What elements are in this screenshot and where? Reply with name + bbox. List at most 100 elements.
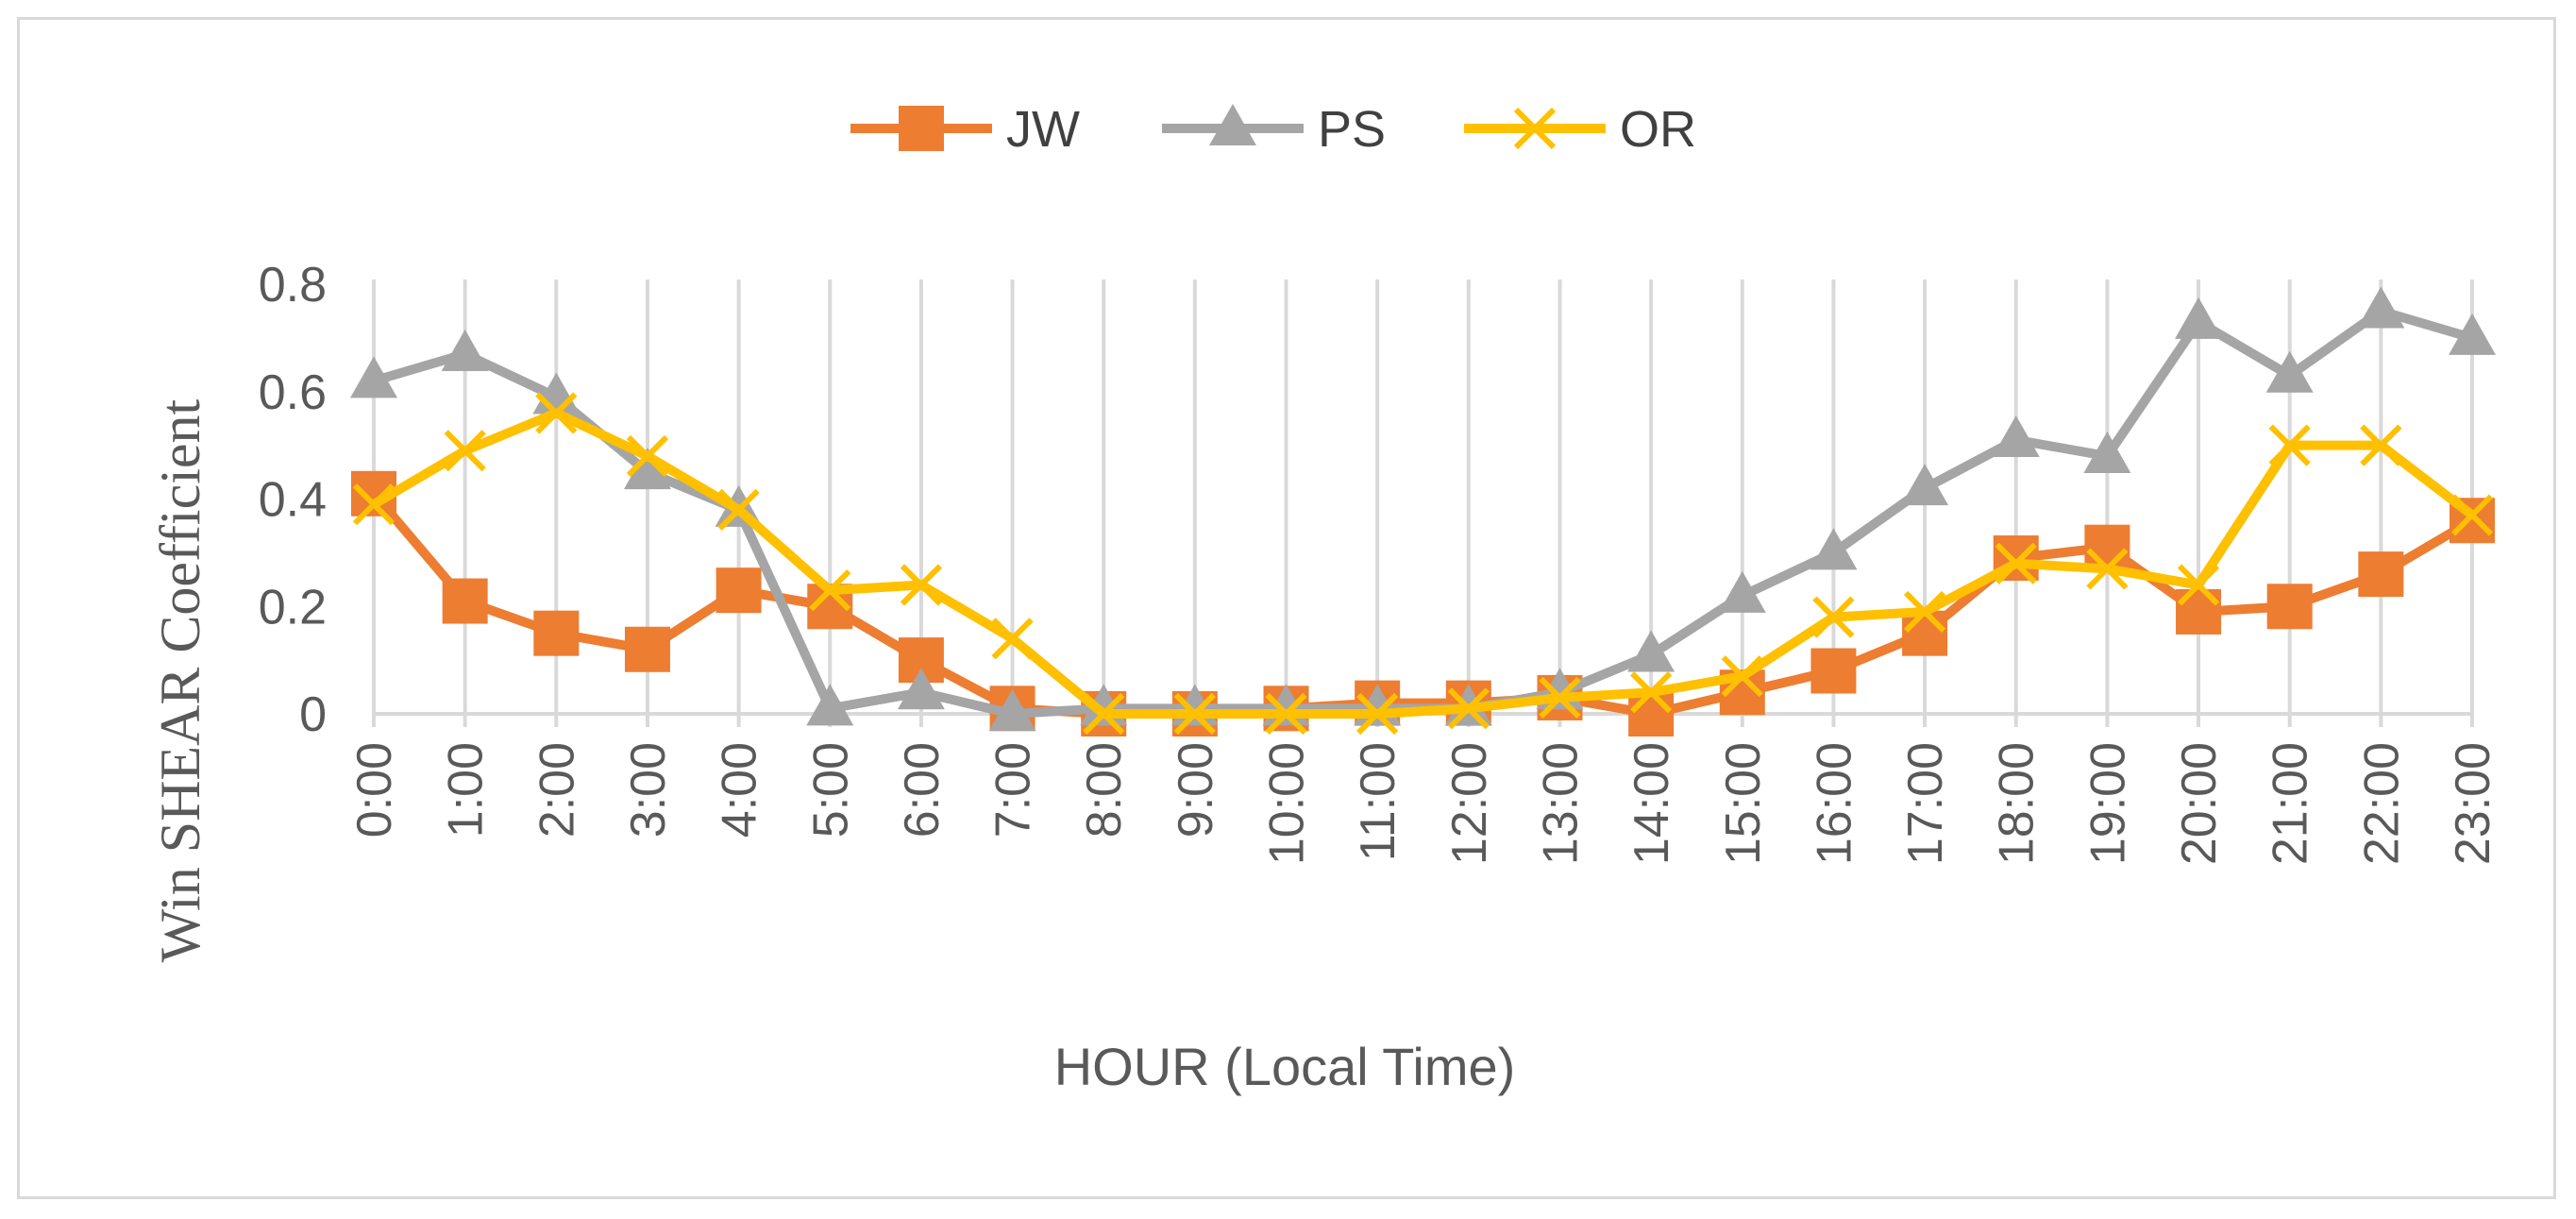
marker-jw [2176,588,2222,635]
marker-or [1539,676,1581,720]
marker-jw [2266,584,2313,630]
marker-jw [2358,551,2404,598]
marker-jw [442,578,488,624]
marker-or [1721,655,1763,698]
marker-ps [1627,630,1675,672]
legend-label: PS [1318,101,1386,158]
y-axis-title: Win SHEAR Coefficient [149,398,211,962]
x-tick-label: 1:00 [439,742,494,838]
marker-jw [716,567,762,614]
marker-or [809,569,851,612]
x-tick-label: 20:00 [2172,742,2227,865]
x-tick-label: 0:00 [347,742,402,838]
marker-or [1173,692,1216,736]
marker-ps [988,689,1036,731]
marker-ps [2265,350,2314,393]
series-line-ps [372,306,2474,719]
legend: JW PS OR [850,101,1696,158]
x-tick-label: 19:00 [2080,742,2135,865]
marker-ps [2449,313,2496,355]
x-tick-label: 2:00 [530,742,584,838]
axis-layer: 0 0.2 0.4 0.6 0.8 0:00 1:00 2:00 3:00 4:00 5:00 6:0… [259,258,2500,865]
marker-ps [806,684,854,726]
legend-item-ps: PS [1162,101,1386,158]
y-tick-label: 0.2 [259,580,327,635]
marker-jw [899,106,944,151]
x-tick-label: 15:00 [1716,742,1771,865]
marker-or [1356,692,1399,736]
marker-ps [1209,104,1256,145]
x-tick-label: 8:00 [1077,742,1132,838]
x-tick-label: 7:00 [986,742,1041,838]
series-line-jw [370,490,2475,719]
y-tick-label: 0.6 [259,365,327,420]
y-tick-label: 0.4 [259,473,327,528]
x-tick-label: 5:00 [803,742,858,838]
legend-item-or: OR [1464,101,1696,158]
grid-layer [372,279,2474,714]
marker-ps [2357,286,2405,329]
marker-or [1513,107,1557,150]
marker-or [1630,671,1673,714]
marker-or [2086,548,2129,590]
x-tick-label: 3:00 [621,742,676,838]
x-tick-label: 6:00 [895,742,950,838]
marker-jw [533,610,580,656]
marker-ps [1810,528,1858,570]
x-tick-label: 21:00 [2264,742,2318,865]
marker-or [1447,687,1490,730]
marker-or [900,564,943,606]
marker-ps [1718,570,1766,613]
marker-or [1812,596,1855,638]
legend-label: OR [1620,101,1696,158]
marker-or [444,430,486,472]
marker-or [1903,590,1946,634]
x-tick-label: 17:00 [1898,742,1953,865]
x-tick-label: 9:00 [1169,742,1223,838]
marker-ps [1901,464,1949,506]
chart-frame: 0 0.2 0.4 0.6 0.8 0:00 1:00 2:00 3:00 4:00 5:00 6:0… [17,17,2556,1199]
y-tick-label: 0 [299,687,327,742]
legend-item-jw: JW [850,101,1080,158]
marker-ps [1992,415,2040,457]
marker-or [717,488,760,531]
marker-ps [350,356,397,398]
marker-or [991,618,1034,660]
y-tick-label: 0.8 [259,258,327,313]
x-tick-label: 22:00 [2354,742,2409,865]
marker-ps [441,329,489,371]
x-tick-label: 14:00 [1625,742,1679,865]
marker-jw [2084,524,2130,570]
marker-ps [2175,296,2223,339]
line-chart: 0 0.2 0.4 0.6 0.8 0:00 1:00 2:00 3:00 4:00 5:00 6:0… [149,101,2500,1096]
x-tick-label: 11:00 [1351,742,1406,861]
marker-or [626,434,669,478]
x-axis-title: HOUR (Local Time) [1054,1037,1516,1096]
series-line-or [371,408,2476,719]
marker-or [2360,424,2402,466]
x-tick-label: 16:00 [1807,742,1861,865]
x-tick-label: 23:00 [2446,742,2500,865]
x-tick-label: 13:00 [1533,742,1588,865]
x-tick-label: 10:00 [1260,742,1315,865]
marker-or [2177,564,2220,606]
marker-jw [624,626,670,672]
legend-label: JW [1006,101,1080,158]
marker-jw [1628,691,1675,736]
marker-jw [1810,648,1857,694]
series-layer [350,286,2496,736]
marker-or [1265,692,1307,736]
x-tick-label: 4:00 [713,742,767,838]
marker-ps [623,448,671,490]
marker-or [2268,424,2311,466]
marker-or [352,483,396,526]
marker-ps [897,668,945,710]
marker-or [2450,494,2494,536]
marker-jw [1902,610,1948,656]
x-tick-label: 12:00 [1442,742,1497,865]
marker-or [1083,692,1125,736]
marker-or [535,392,578,434]
marker-or [1995,542,2037,584]
marker-ps [2083,432,2131,473]
x-tick-label: 18:00 [1990,742,2045,865]
